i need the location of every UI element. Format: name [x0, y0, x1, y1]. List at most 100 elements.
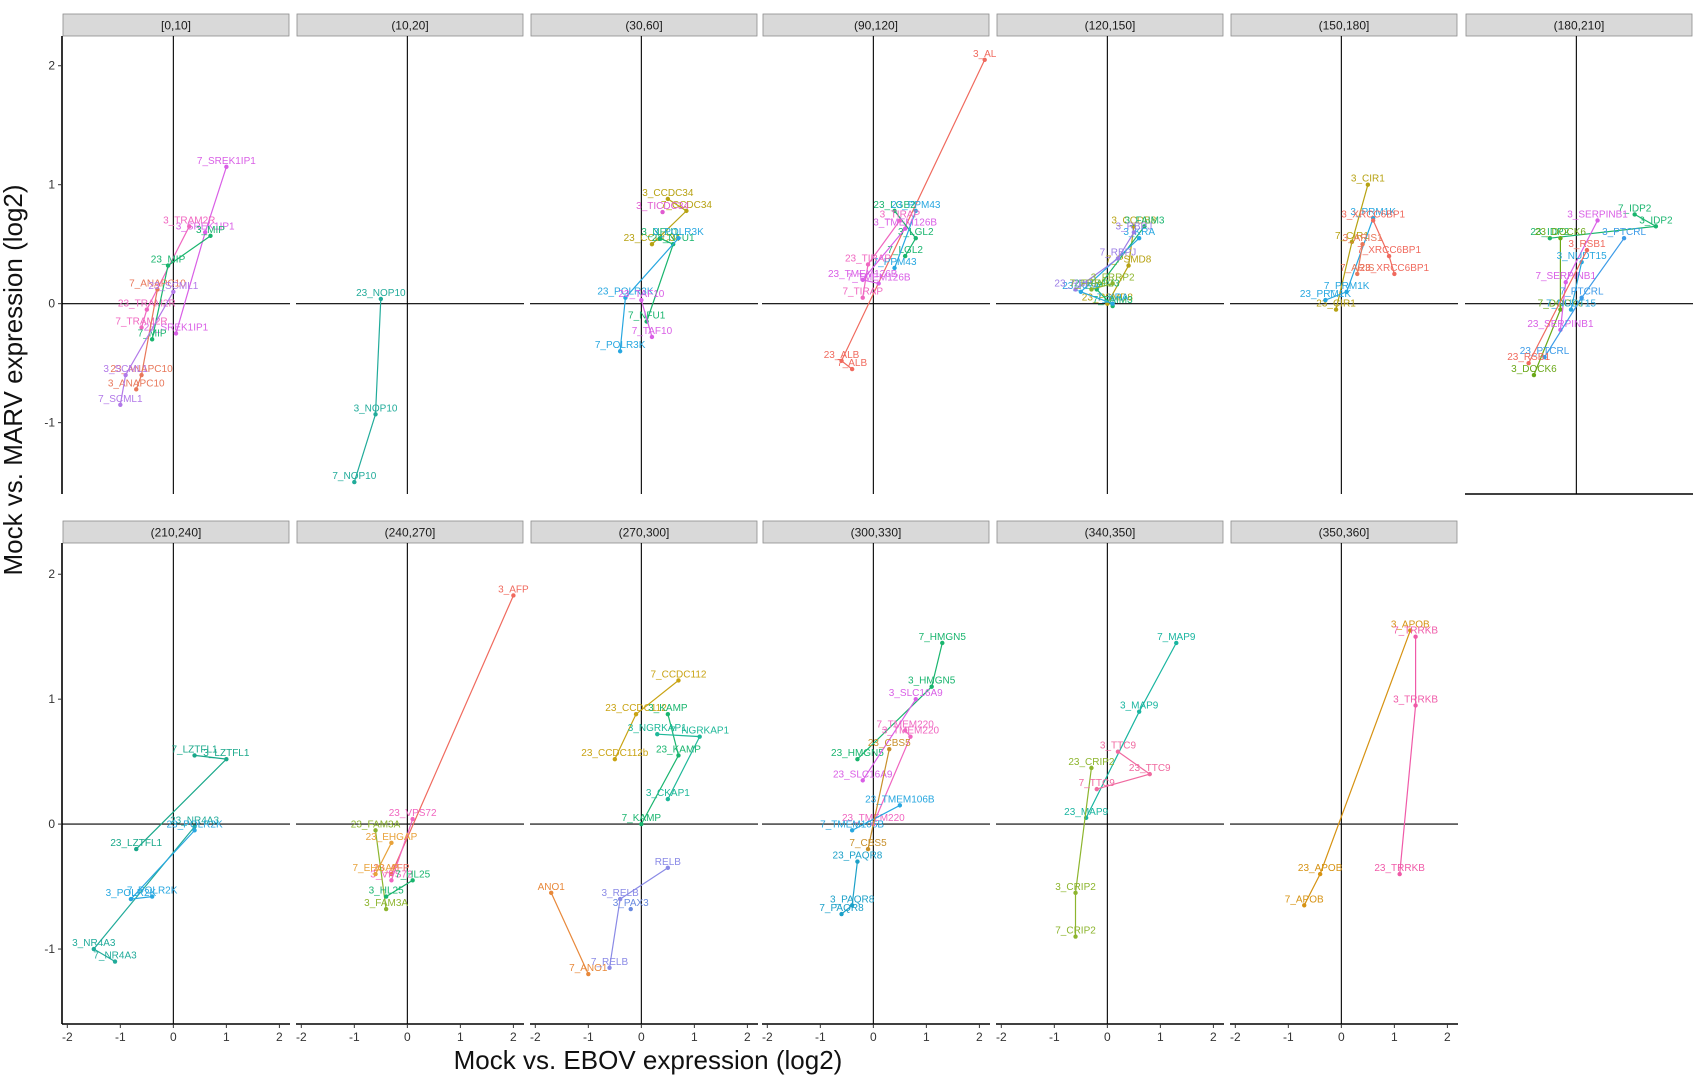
data-point [887, 746, 892, 752]
data-point [892, 208, 897, 214]
data-point [612, 756, 618, 762]
point-label: 7_PPM43 [873, 257, 917, 268]
point-label: 23_PRM1K [1300, 289, 1351, 300]
point-label: 3_PRM1K [1350, 207, 1396, 218]
data-point [865, 846, 871, 852]
facet-panel: (340,350] -2 -1 0 1 2 7_MAP9 3_MAP9 23_MAP9 23_CR… [996, 520, 1224, 1044]
point-label: 7_NOP10 [332, 471, 376, 482]
point-label: 3_HL25 [369, 886, 404, 897]
data-point [1302, 903, 1307, 908]
x-tick-label: 1 [223, 1030, 230, 1044]
facet-strip [296, 520, 524, 544]
point-label: 23_ALB [824, 350, 860, 361]
data-point [849, 366, 855, 372]
gene-trajectory-line [1074, 767, 1092, 937]
point-label: 7_LGL2 [887, 245, 923, 256]
data-point [633, 711, 639, 717]
point-label: 3_RSB1 [1568, 239, 1606, 250]
data-point [128, 896, 134, 902]
point-label: 7_NUDT15 [1546, 299, 1596, 310]
data-point [1365, 182, 1371, 187]
facet-strip-label: (340,350] [1085, 526, 1136, 540]
x-tick-label: 1 [691, 1030, 698, 1044]
data-point [1526, 360, 1531, 366]
facet-strip [762, 13, 990, 37]
y-tick-label: 2 [48, 59, 55, 73]
data-point [649, 241, 655, 247]
point-label: 3_TMEM126B [873, 218, 937, 229]
data-point [378, 296, 384, 302]
point-label: 3_VPS72 [370, 869, 413, 880]
data-point [1131, 230, 1137, 235]
point-label: 7_PAQR8 [819, 903, 864, 914]
point-label: 23_CIR1 [1316, 299, 1356, 310]
gene-trajectory-line [646, 237, 674, 322]
facet-strip-label: (240,270] [385, 526, 436, 540]
point-label: RELB [655, 857, 681, 868]
point-label: 23_SREK1IP1 [144, 322, 209, 333]
point-label: 3_AL [973, 49, 997, 60]
gene-trajectory-line [1570, 261, 1583, 310]
facet-panel: [0,10] -1 0 1 2 7_SREK1IP1 3_SREK1IP1 23_SREK1I… [44, 13, 290, 494]
gene-trajectory-line [353, 298, 382, 483]
data-point [139, 325, 144, 330]
point-label: 23_KAMP [656, 744, 701, 755]
x-tick-label: -1 [583, 1030, 594, 1044]
y-tick-label: -1 [44, 942, 55, 956]
point-label: 3_FAIM3 [1124, 215, 1164, 226]
data-point [1563, 280, 1568, 285]
data-point [1317, 871, 1323, 877]
point-label: 7_LZTFL1 [171, 744, 218, 755]
data-point [144, 307, 150, 312]
data-point [1558, 236, 1563, 241]
facet-strip [1230, 520, 1458, 544]
facet-strip [1230, 13, 1458, 37]
x-tick-label: 2 [1444, 1030, 1451, 1044]
facet-strip-label: (120,150] [1085, 19, 1136, 33]
point-label: 3_AFP [498, 584, 529, 595]
data-point [208, 233, 213, 239]
data-point [665, 796, 671, 802]
facet-strip-label: (180,210] [1554, 19, 1605, 33]
data-point [876, 281, 881, 286]
point-label: 7_CIR1 [1335, 231, 1369, 242]
point-label: 7_TRAM2R [115, 316, 167, 327]
data-point [1632, 212, 1637, 217]
point-label: 3_CCDB8 [1111, 215, 1156, 226]
point-label: 7_MIP [138, 328, 167, 339]
facet-strip [1465, 13, 1693, 37]
data-point [1558, 307, 1563, 312]
data-point [855, 859, 860, 864]
point-label: 7_POLR3K [595, 340, 646, 351]
data-point [1413, 703, 1418, 708]
data-point [1174, 640, 1179, 646]
x-tick-label: 2 [276, 1030, 283, 1044]
point-label: 23_CBS5 [868, 738, 911, 749]
data-point [112, 959, 118, 964]
point-label: 3_HMGN5 [908, 676, 956, 687]
gene-trajectory-line [550, 892, 589, 975]
facet-panel: (120,150] 3_CCDB8 7_PSMD8 23_PSMD8 3_FAIM3 23… [996, 13, 1224, 494]
gene-trajectory-line [374, 842, 392, 875]
point-label: 23_RBPJ [1054, 278, 1096, 289]
point-label: 23_TAF10 [618, 289, 664, 300]
point-label: 23_IDP2 [1530, 227, 1569, 238]
data-point [352, 479, 357, 485]
data-point [607, 965, 612, 970]
data-point [410, 878, 415, 883]
point-label: 7_MAP9 [1157, 632, 1196, 643]
data-point [617, 896, 623, 902]
point-label: 23_CCDC112b [581, 748, 649, 759]
data-point [860, 778, 865, 783]
point-label: 3_NR4A3 [72, 938, 116, 949]
data-point [1392, 271, 1397, 277]
data-point [697, 734, 702, 739]
x-tick-label: 0 [404, 1030, 411, 1044]
point-label: 7_ARIS [1340, 263, 1375, 274]
point-label: 3_SLC16A9 [889, 688, 943, 699]
point-label: 7_TMEM126B [847, 272, 911, 283]
data-point [892, 265, 897, 271]
data-point [171, 289, 176, 294]
point-label: 7_TMEM106B [820, 819, 884, 830]
